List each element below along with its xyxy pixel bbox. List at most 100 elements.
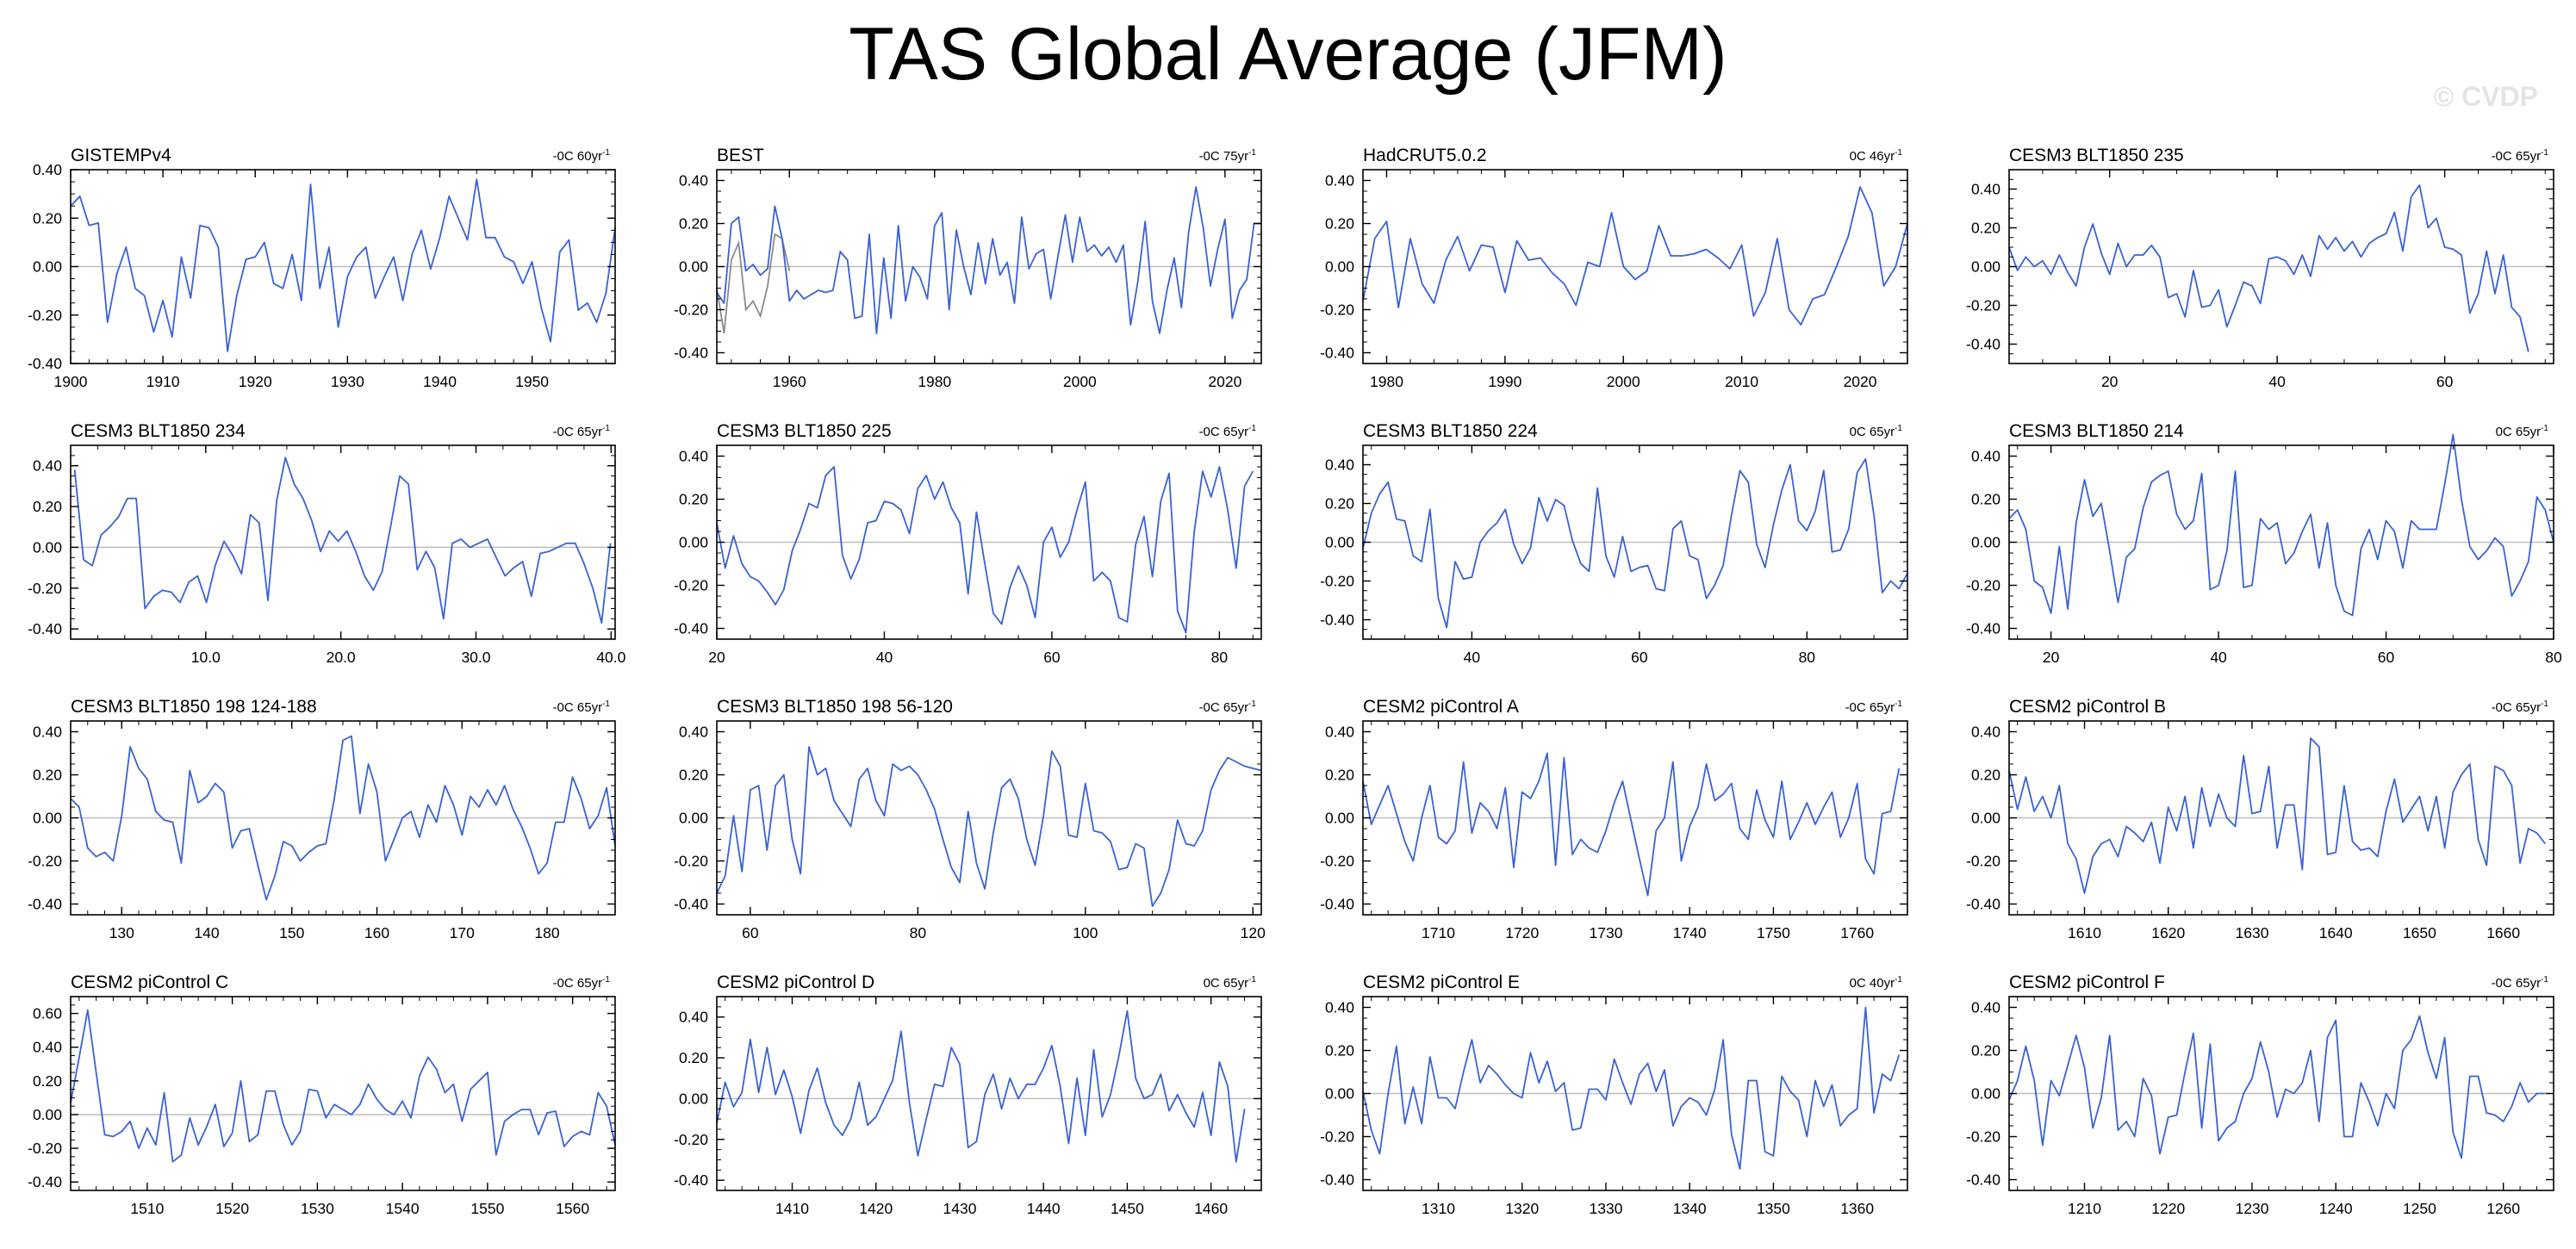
y-tick-label: 0.00: [679, 258, 708, 276]
y-tick-label: 0.20: [1971, 491, 2000, 508]
y-tick-label: -0.40: [1966, 1171, 2000, 1189]
x-tick-label: 1430: [943, 1200, 977, 1217]
panel-title: CESM2 piControl C: [71, 972, 228, 992]
trend-exponent: -1: [602, 975, 610, 985]
x-tick-label: 1340: [1673, 1200, 1707, 1217]
x-tick-label: 1220: [2151, 1200, 2185, 1217]
y-tick-label: -0.20: [1320, 1128, 1354, 1146]
y-tick-label: 0.20: [1971, 220, 2000, 237]
y-tick-label: -0.40: [28, 896, 62, 913]
y-tick-label: -0.40: [1320, 896, 1354, 913]
y-tick-label: 0.00: [679, 1090, 708, 1107]
trend-label: 0C 46yr-1: [1850, 148, 1903, 164]
x-tick-label: 1240: [2319, 1200, 2353, 1217]
x-tick-label: 80: [1799, 649, 1816, 666]
y-tick-label: -0.40: [1320, 1171, 1354, 1189]
panel-12: CESM2 piControl B -0C 65yr-1 -0.40 -0.20 0.0…: [1966, 697, 2554, 941]
y-tick-label: 0.00: [1325, 810, 1354, 827]
panel-15: CESM2 piControl E 0C 40yr-1 -0.40 -0.20 0.00…: [1320, 972, 1908, 1217]
x-tick-label: 1560: [556, 1200, 589, 1217]
series-line: [716, 1010, 1246, 1163]
y-tick-label: -0.20: [1320, 853, 1354, 870]
x-tick-label: 1610: [2068, 924, 2101, 941]
series-line: [2008, 433, 2554, 617]
x-tick-label: 40: [2268, 373, 2286, 390]
x-tick-label: 1530: [301, 1200, 334, 1217]
x-tick-label: 1520: [215, 1200, 249, 1217]
x-tick-label: 10.0: [191, 649, 221, 666]
y-tick-label: 0.20: [679, 215, 708, 233]
x-tick-label: 2020: [1844, 373, 1877, 390]
trend-label: 0C 40yr-1: [1850, 975, 1903, 991]
y-tick-label: 0.40: [33, 1039, 62, 1056]
trend-label: -0C 60yr-1: [553, 148, 611, 164]
x-tick-label: 40: [1464, 649, 1481, 666]
trend-label: -0C 65yr-1: [1199, 424, 1257, 439]
x-tick-label: 80: [910, 924, 927, 941]
x-tick-label: 1350: [1757, 1200, 1790, 1217]
panel-4: CESM3 BLT1850 235 -0C 65yr-1 -0.40 -0.20 0.0…: [1966, 146, 2554, 390]
x-tick-label: 1710: [1422, 924, 1455, 941]
y-tick-label: -0.40: [1966, 896, 2000, 913]
y-tick-label: 0.00: [33, 258, 62, 276]
y-tick-label: 0.40: [679, 448, 708, 465]
panel-7: CESM3 BLT1850 224 0C 65yr-1 -0.40 -0.20 0.00…: [1320, 421, 1908, 666]
y-tick-label: -0.20: [1966, 577, 2000, 594]
x-tick-label: 60: [2378, 649, 2395, 666]
series-line: [70, 1009, 616, 1163]
y-tick-label: 0.00: [1971, 258, 2000, 276]
y-tick-label: 0.00: [679, 810, 708, 827]
y-tick-label: 0.40: [1971, 181, 2000, 198]
panel-title: CESM3 BLT1850 234: [71, 421, 246, 441]
x-tick-label: 60: [1043, 649, 1061, 666]
trend-exponent: -1: [2541, 699, 2548, 709]
x-tick-label: 1910: [146, 373, 180, 390]
panel-8: CESM3 BLT1850 214 0C 65yr-1 -0.40 -0.20 0.00…: [1966, 421, 2562, 666]
trend-label: 0C 65yr-1: [1204, 975, 1257, 991]
y-tick-label: 0.00: [33, 810, 62, 827]
series-line: [716, 746, 1262, 907]
y-tick-label: 0.60: [33, 1005, 62, 1022]
trend-label: -0C 65yr-1: [1845, 699, 1903, 715]
x-tick-label: 150: [279, 924, 304, 941]
x-tick-label: 1640: [2319, 924, 2353, 941]
panel-title: CESM2 piControl D: [717, 972, 874, 992]
y-tick-label: -0.20: [674, 301, 708, 319]
series-line: [2008, 1015, 2546, 1159]
trend-exponent: -1: [2541, 148, 2548, 158]
y-tick-label: 0.00: [33, 538, 62, 556]
x-tick-label: 1930: [331, 373, 364, 390]
y-tick-label: -0.20: [28, 307, 62, 324]
x-tick-label: 2010: [1725, 373, 1758, 390]
y-tick-label: -0.20: [1966, 297, 2000, 314]
x-tick-label: 80: [1211, 649, 1229, 666]
page-title: TAS Global Average (JFM): [849, 13, 1727, 96]
x-tick-label: 1720: [1505, 924, 1539, 941]
y-tick-label: -0.20: [674, 853, 708, 870]
plot-frame: [70, 996, 616, 1191]
x-tick-label: 20: [2043, 649, 2060, 666]
x-tick-label: 120: [1241, 924, 1266, 941]
panel-title: CESM3 BLT1850 225: [717, 421, 892, 441]
x-tick-label: 1760: [1840, 924, 1874, 941]
y-tick-label: 0.20: [1325, 767, 1354, 784]
panel-title: CESM2 piControl A: [1363, 697, 1519, 717]
x-tick-label: 1210: [2068, 1200, 2101, 1217]
x-tick-label: 160: [364, 924, 389, 941]
series-line-secondary: [716, 233, 791, 334]
x-tick-label: 60: [1631, 649, 1648, 666]
y-tick-label: 0.00: [679, 534, 708, 551]
x-tick-label: 1740: [1673, 924, 1707, 941]
x-tick-label: 1620: [2151, 924, 2185, 941]
y-tick-label: 0.40: [33, 161, 62, 178]
y-tick-label: -0.40: [1320, 345, 1354, 362]
x-tick-label: 180: [534, 924, 559, 941]
x-tick-label: 140: [194, 924, 219, 941]
y-tick-label: 0.40: [1325, 999, 1354, 1016]
y-tick-label: -0.40: [674, 620, 708, 637]
y-tick-label: 0.40: [679, 1009, 708, 1026]
y-tick-label: 0.20: [1971, 767, 2000, 784]
y-tick-label: -0.40: [674, 896, 708, 913]
panel-3: HadCRUT5.0.2 0C 46yr-1 -0.40 -0.20 0.00 0.20 0…: [1320, 146, 1908, 390]
x-tick-label: 1360: [1840, 1200, 1874, 1217]
